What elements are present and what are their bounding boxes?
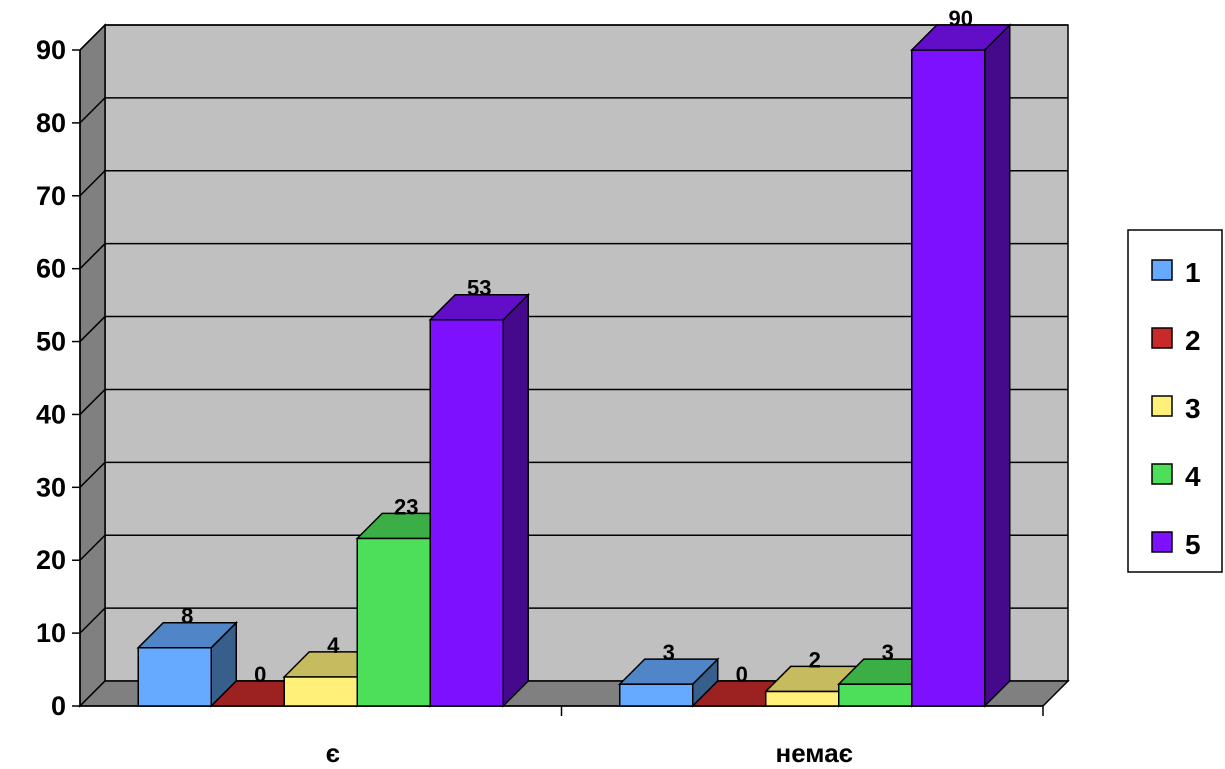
data-label: 3	[663, 640, 675, 665]
bars	[136, 23, 1012, 708]
bar-front	[911, 49, 986, 707]
bar-side	[502, 292, 529, 708]
data-label: 0	[254, 662, 266, 687]
data-label: 3	[882, 640, 894, 665]
bar-front	[429, 318, 504, 707]
data-label: 4	[327, 633, 340, 658]
legend: 1 2 3 4 5	[1127, 229, 1223, 573]
y-tick-label: 0	[51, 691, 66, 721]
bar-top	[617, 658, 720, 685]
data-label: 53	[467, 276, 491, 301]
gridline	[79, 315, 1068, 343]
bar-front	[137, 646, 212, 707]
data-label: 0	[736, 662, 748, 687]
bar-front	[356, 537, 431, 707]
y-tick-label: 60	[36, 254, 66, 284]
gridline	[79, 607, 1068, 634]
category-label: немає	[775, 738, 853, 768]
y-tick-label: 30	[36, 472, 66, 502]
y-tick-label: 20	[36, 545, 66, 575]
bar-front	[765, 690, 840, 707]
y-tick-label: 90	[36, 35, 66, 65]
gridline	[79, 97, 1068, 124]
category-axis: є немає	[326, 706, 1044, 768]
legend-label: 5	[1185, 529, 1201, 560]
legend-label: 3	[1185, 393, 1201, 424]
bar-front	[838, 683, 913, 707]
y-tick-label: 40	[36, 399, 66, 429]
data-label: 23	[394, 494, 418, 519]
legend-label: 1	[1185, 257, 1201, 288]
category-label: є	[326, 738, 340, 768]
legend-label: 2	[1185, 325, 1201, 356]
data-label: 90	[949, 6, 973, 31]
legend-label: 4	[1185, 461, 1201, 492]
legend-box	[1127, 229, 1223, 573]
bar-front	[283, 676, 358, 707]
bar-top	[909, 24, 1012, 51]
data-label: 2	[809, 647, 821, 672]
side-wall	[79, 23, 106, 708]
bar-side	[984, 23, 1011, 708]
legend-swatch	[1151, 531, 1173, 553]
legend-swatch	[1151, 259, 1173, 281]
gridline	[79, 461, 1068, 488]
gridlines	[79, 24, 1068, 634]
y-tick-label: 10	[36, 618, 66, 648]
gridline	[79, 242, 1068, 270]
y-tick-label: 80	[36, 108, 66, 138]
gridline	[79, 170, 1068, 197]
gridline	[79, 388, 1068, 415]
bar-top	[428, 293, 531, 321]
legend-swatch	[1151, 327, 1173, 349]
bar-front	[619, 683, 694, 707]
gridline	[79, 24, 1068, 51]
legend-swatch	[1151, 395, 1173, 417]
bar-top	[136, 621, 239, 649]
y-tick-label: 50	[36, 327, 66, 357]
gridline	[79, 534, 1068, 561]
legend-swatch	[1151, 463, 1173, 485]
data-label: 8	[181, 604, 193, 629]
y-tick-label: 70	[36, 181, 66, 211]
